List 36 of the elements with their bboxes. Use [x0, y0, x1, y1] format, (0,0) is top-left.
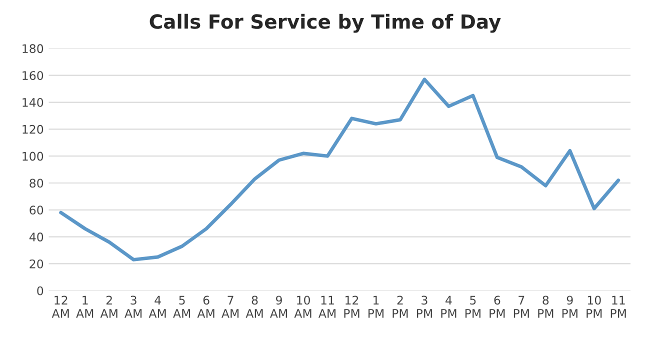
y-tick-label: 140 [22, 98, 44, 107]
chart-title: Calls For Service by Time of Day [150, 14, 501, 33]
x-tick-label: 1 PM [368, 296, 384, 318]
x-tick-label: 2 PM [392, 296, 408, 318]
x-tick-label: 9 PM [562, 296, 578, 318]
x-tick-label: 2 AM [100, 296, 118, 318]
x-tick-label: 8 AM [246, 296, 263, 318]
y-tick-label: 180 [22, 44, 44, 54]
x-tick-label: 10 AM [294, 296, 312, 318]
x-tick-label: 3 PM [416, 296, 432, 318]
x-tick-label: 12 PM [344, 296, 360, 318]
x-tick-label: 4 AM [148, 296, 166, 318]
x-tick-label: 5 AM [173, 296, 190, 318]
y-tick-label: 60 [30, 206, 44, 215]
y-tick-label: 120 [22, 124, 44, 134]
x-tick-label: 11 AM [318, 296, 336, 318]
x-tick-label: 8 PM [538, 296, 554, 318]
line-series [59, 78, 620, 262]
x-tick-label: 7 PM [514, 296, 529, 318]
x-tick-label: 3 AM [124, 296, 142, 318]
x-tick-label: 6 AM [197, 296, 214, 318]
x-tick-label: 12 AM [52, 296, 69, 318]
y-tick-label: 0 [37, 286, 44, 296]
x-tick-label: 9 AM [270, 296, 288, 318]
y-tick-label: 20 [30, 259, 44, 268]
y-tick-label: 40 [29, 232, 44, 242]
y-tick-label: 100 [22, 152, 44, 161]
x-tick-label: 1 AM [76, 296, 94, 318]
y-tick-label: 160 [22, 71, 44, 80]
y-tick-label: 80 [30, 178, 44, 188]
x-tick-label: 7 AM [222, 296, 239, 318]
x-tick-label: 5 PM [465, 296, 480, 318]
x-tick-label: 11 PM [610, 296, 626, 318]
x-tick-label: 6 PM [490, 296, 505, 318]
x-tick-label: 4 PM [441, 296, 456, 318]
x-tick-label: 10 PM [586, 296, 602, 318]
